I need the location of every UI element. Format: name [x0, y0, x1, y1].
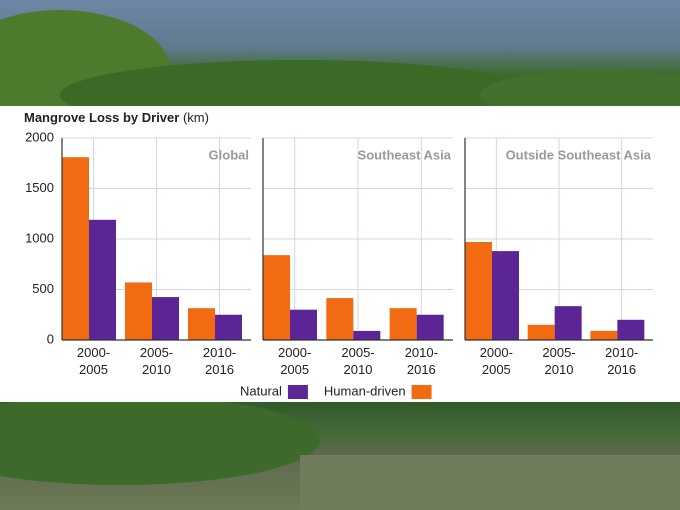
- y-tick-label: 2000: [25, 129, 54, 144]
- x-tick-line: 2016: [407, 362, 436, 377]
- bar: [590, 330, 618, 340]
- x-tick-line: 2005-: [140, 345, 173, 360]
- bar: [554, 306, 582, 340]
- bar: [326, 298, 354, 340]
- title-text: Mangrove Loss by Driver: [24, 110, 179, 125]
- chart-title: Mangrove Loss by Driver (km): [24, 110, 209, 125]
- bar: [353, 330, 381, 340]
- x-tick-label: 2010- 2016: [405, 345, 438, 377]
- x-tick-line: 2010-: [405, 345, 438, 360]
- y-tick-label: 1000: [25, 230, 54, 245]
- x-tick-line: 2010-: [203, 345, 236, 360]
- x-tick-line: 2000-: [77, 345, 110, 360]
- x-tick-label: 2005- 2010: [140, 345, 173, 377]
- x-tick-line: 2005: [280, 362, 309, 377]
- x-tick-line: 2010: [545, 362, 574, 377]
- x-tick-line: 2005-: [341, 345, 374, 360]
- x-tick-line: 2016: [607, 362, 636, 377]
- x-tick-line: 2016: [205, 362, 234, 377]
- bar: [492, 251, 519, 340]
- panel-title: Outside Southeast Asia: [506, 147, 652, 162]
- x-tick-line: 2005-: [542, 345, 575, 360]
- bar: [89, 219, 116, 340]
- bar: [465, 242, 492, 340]
- bar: [152, 297, 179, 340]
- x-tick-label: 2000- 2005: [480, 345, 513, 377]
- tree: [0, 395, 320, 485]
- bar: [62, 157, 89, 340]
- bar: [215, 314, 242, 340]
- bar: [389, 308, 417, 340]
- x-tick-line: 2000-: [278, 345, 311, 360]
- legend-label: Human-driven: [324, 383, 406, 398]
- y-tick-label: 500: [32, 281, 54, 296]
- x-tick-line: 2010: [344, 362, 373, 377]
- x-tick-line: 2010: [142, 362, 171, 377]
- x-tick-label: 2010- 2016: [203, 345, 236, 377]
- unit: (km): [183, 110, 209, 125]
- water: [300, 455, 680, 510]
- x-tick-line: 2005: [79, 362, 108, 377]
- x-tick-label: 2005- 2010: [542, 345, 575, 377]
- bar: [188, 308, 215, 340]
- x-tick-label: 2005- 2010: [341, 345, 374, 377]
- x-tick-label: 2010- 2016: [605, 345, 638, 377]
- bar: [617, 319, 645, 340]
- bar: [290, 309, 317, 340]
- legend-swatch: [411, 385, 432, 399]
- panel-title: Southeast Asia: [358, 147, 452, 162]
- legend-swatch: [287, 385, 308, 399]
- bar: [416, 314, 444, 340]
- x-tick-label: 2000- 2005: [278, 345, 311, 377]
- panel-title: Global: [209, 147, 249, 162]
- bar: [263, 255, 290, 340]
- bar: [527, 324, 555, 340]
- y-tick-label: 1500: [25, 180, 54, 195]
- x-tick-label: 2000- 2005: [77, 345, 110, 377]
- x-tick-line: 2000-: [480, 345, 513, 360]
- legend-label: Natural: [240, 383, 282, 398]
- bar: [125, 282, 152, 340]
- x-tick-line: 2010-: [605, 345, 638, 360]
- x-tick-line: 2005: [482, 362, 511, 377]
- y-tick-label: 0: [47, 331, 54, 346]
